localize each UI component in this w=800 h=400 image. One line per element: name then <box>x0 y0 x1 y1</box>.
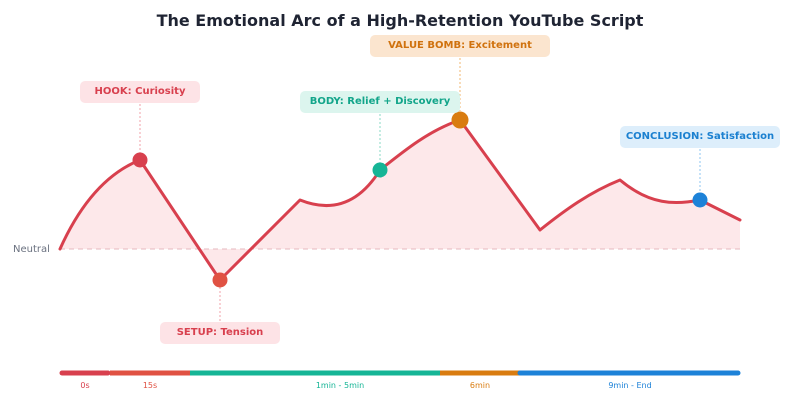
neutral-label: Neutral <box>13 244 50 255</box>
hook-callout: HOOK: Curiosity <box>80 81 200 103</box>
setup-callout: SETUP: Tension <box>160 322 280 344</box>
timeline-label-9min-end: 9min - End <box>608 381 652 390</box>
timeline-label-0s: 0s <box>80 381 90 390</box>
conclusion-marker <box>692 192 708 208</box>
setup-marker <box>212 272 228 288</box>
conclusion-callout: CONCLUSION: Satisfaction <box>620 126 780 148</box>
timeline-label-6min: 6min <box>469 381 491 390</box>
value-marker <box>451 111 469 129</box>
diagram-title: The Emotional Arc of a High-Retention Yo… <box>156 11 644 30</box>
emotional-arc-curve <box>58 118 742 282</box>
arc-area-fill <box>60 120 740 280</box>
timeline-label-1min-5min: 1min - 5min <box>315 381 365 390</box>
body-marker <box>372 162 388 178</box>
body-callout: BODY: Relief + Discovery <box>300 91 460 113</box>
timeline-label-15s: 15s <box>142 381 158 390</box>
hook-marker <box>132 152 148 168</box>
value-bomb-callout: VALUE BOMB: Excitement <box>370 35 550 57</box>
